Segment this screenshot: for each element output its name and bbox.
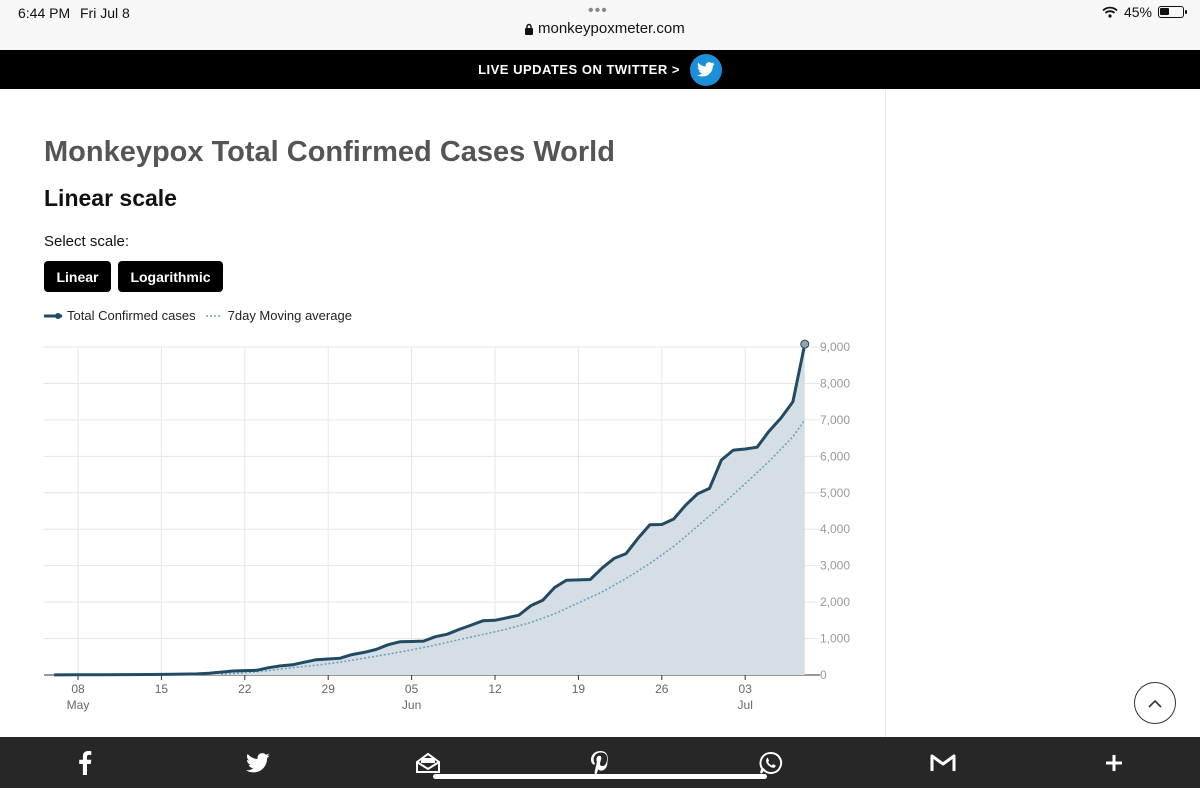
battery-fill [1160, 8, 1169, 15]
y-tick-label: 1,000 [820, 632, 850, 646]
y-tick-label: 6,000 [820, 449, 850, 463]
y-tick-label: 7,000 [820, 413, 850, 427]
pinterest-icon[interactable] [585, 748, 615, 778]
gmail-icon[interactable] [928, 748, 958, 778]
page-title: Monkeypox Total Confirmed Cases World [44, 136, 615, 168]
x-tick-month-label: Jun [402, 698, 421, 712]
twitter-banner[interactable]: LIVE UPDATES ON TWITTER > [0, 50, 1200, 89]
y-tick-label: 4,000 [820, 522, 850, 536]
x-tick-label: 19 [572, 682, 586, 696]
area-total [54, 344, 805, 675]
lock-icon [525, 23, 533, 35]
x-tick-label: 08 [71, 682, 85, 696]
legend-swatch-average [205, 314, 222, 317]
select-scale-label: Select scale: [44, 233, 130, 250]
x-tick-label: 03 [739, 682, 753, 696]
twitter-icon[interactable] [689, 53, 722, 86]
whatsapp-icon[interactable] [756, 748, 786, 778]
x-tick-month-label: May [67, 698, 90, 712]
share-bar [0, 737, 1200, 788]
battery-icon [1158, 6, 1187, 18]
x-tick-month-label: Jul [738, 698, 753, 712]
scroll-to-top-button[interactable] [1134, 682, 1176, 724]
chevron-up-icon [1148, 699, 1162, 708]
legend-label-average: 7day Moving average [227, 308, 352, 323]
legend-swatch-total [44, 312, 62, 319]
y-tick-label: 3,000 [820, 559, 850, 573]
legend-item-average[interactable]: 7day Moving average [205, 308, 352, 323]
banner-label[interactable]: LIVE UPDATES ON TWITTER > [478, 62, 680, 77]
right-sidebar [885, 89, 1200, 737]
y-tick-label: 8,000 [820, 376, 850, 390]
url-bar[interactable]: monkeypoxmeter.com [524, 20, 685, 37]
legend-label-total: Total Confirmed cases [67, 308, 196, 323]
logarithmic-scale-button[interactable]: Logarithmic [118, 261, 223, 292]
wifi-icon [1102, 6, 1118, 18]
more-dots-icon[interactable]: ••• [588, 2, 608, 19]
status-date: Fri Jul 8 [80, 5, 130, 21]
x-tick-label: 29 [322, 682, 336, 696]
linear-scale-button[interactable]: Linear [44, 261, 111, 292]
browser-status-bar: 6:44 PM Fri Jul 8 ••• monkeypoxmeter.com… [0, 0, 1200, 50]
scale-subtitle: Linear scale [44, 185, 177, 211]
y-tick-label: 2,000 [820, 595, 850, 609]
url-text: monkeypoxmeter.com [538, 20, 685, 37]
email-icon[interactable] [413, 748, 443, 778]
x-tick-label: 15 [155, 682, 169, 696]
cases-chart: 0 1,000 2,000 3,000 4,000 5,000 6,000 7,000 8,00… [44, 339, 850, 712]
x-tick-label: 12 [488, 682, 502, 696]
y-tick-label: 9,000 [820, 340, 850, 354]
chart-legend: Total Confirmed cases 7day Moving averag… [44, 308, 361, 323]
y-tick-label: 0 [820, 668, 827, 682]
x-tick-label: 22 [238, 682, 252, 696]
status-right: 45% [1102, 4, 1187, 20]
legend-item-total[interactable]: Total Confirmed cases [44, 308, 196, 323]
twitter-icon[interactable] [243, 748, 273, 778]
plus-icon[interactable] [1099, 748, 1129, 778]
x-tick-label: 05 [405, 682, 419, 696]
series-line-total [54, 343, 807, 677]
battery-percent: 45% [1123, 4, 1152, 20]
facebook-icon[interactable] [70, 748, 100, 778]
y-tick-label: 5,000 [820, 486, 850, 500]
series-endpoint-total [800, 339, 810, 349]
x-tick-label: 26 [655, 682, 669, 696]
status-time: 6:44 PM [18, 5, 71, 21]
home-indicator [433, 774, 767, 779]
